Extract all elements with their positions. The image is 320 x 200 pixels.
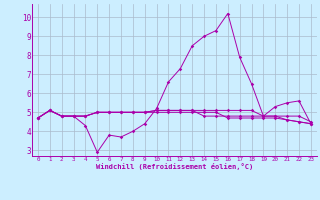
X-axis label: Windchill (Refroidissement éolien,°C): Windchill (Refroidissement éolien,°C)	[96, 163, 253, 170]
